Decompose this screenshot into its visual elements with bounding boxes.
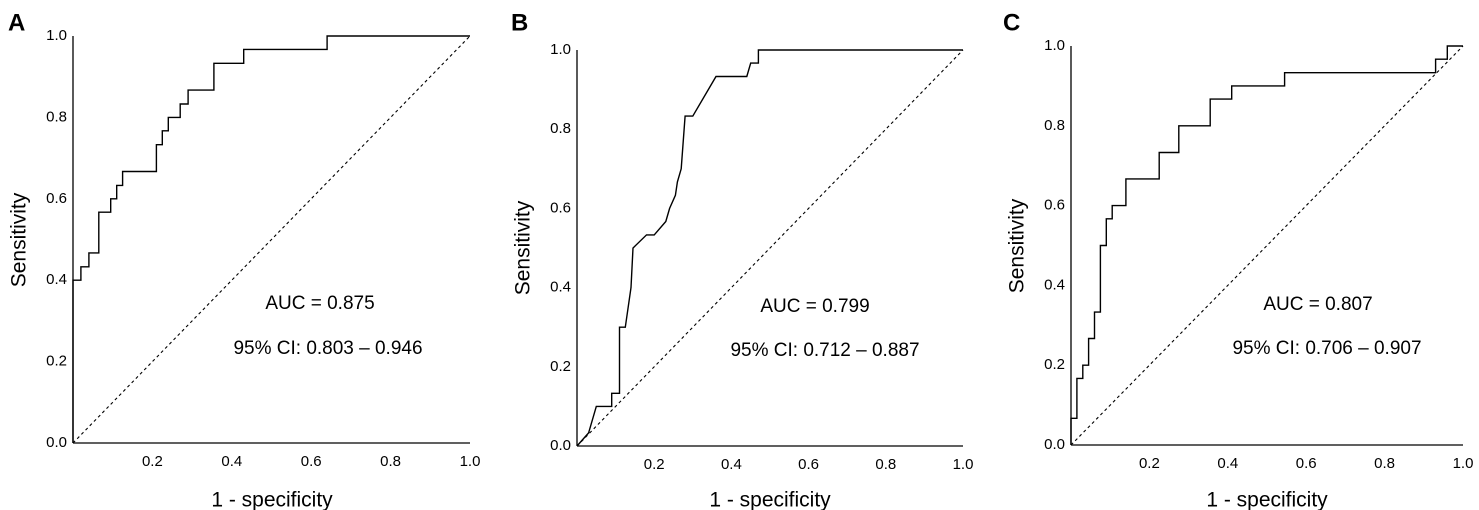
tick-labels: 0.0 0.2 0.4 0.6 0.8 1.0 0.2 0.4 0.6 0.8 1.0: [1044, 37, 1473, 472]
reference-diagonal-line: [1070, 45, 1464, 446]
series-group: [576, 49, 964, 447]
y-axis-label: Sensitivity: [512, 200, 535, 295]
x-tick-label: 0.8: [1374, 455, 1395, 472]
axes: [576, 50, 963, 447]
x-tick-label: 0.4: [721, 456, 742, 473]
x-tick-label: 0.2: [644, 456, 665, 473]
y-tick-label: 0.8: [550, 120, 571, 137]
x-tick-label: 0.6: [1296, 455, 1317, 472]
roc-panel-a: A 0.0 0.2 0.4 0.6 0.8 1.0 0.2 0.4 0.6 0.8 1.0 Sens…: [8, 9, 481, 510]
y-axis-label: Sensitivity: [1006, 198, 1029, 293]
y-axis-label: Sensitivity: [8, 192, 31, 287]
reference-diagonal-line: [72, 35, 471, 444]
y-tick-label: 1.0: [1044, 37, 1065, 54]
y-tick-label: 0.4: [1044, 276, 1065, 293]
x-tick-label: 0.8: [875, 456, 896, 473]
axes: [1070, 46, 1463, 446]
panel-letter: B: [511, 9, 528, 36]
x-axis-label: 1 - specificity: [1206, 489, 1328, 510]
y-tick-label: 0.6: [1044, 197, 1065, 214]
x-tick-label: 0.4: [1217, 455, 1238, 472]
auc-label: AUC = 0.875: [265, 293, 374, 314]
x-tick-label: 0.2: [142, 453, 163, 470]
ci-label: 95% CI: 0.803 – 0.946: [233, 338, 422, 359]
x-tick-label: 1.0: [953, 456, 974, 473]
tick-labels: 0.0 0.2 0.4 0.6 0.8 1.0 0.2 0.4 0.6 0.8 1.0: [46, 27, 480, 470]
reference-diagonal-line: [576, 49, 964, 447]
y-tick-label: 0.4: [550, 279, 571, 296]
series-group: [1070, 45, 1464, 446]
x-tick-label: 0.4: [221, 453, 242, 470]
y-tick-label: 0.0: [46, 434, 67, 451]
x-tick-label: 0.8: [380, 453, 401, 470]
auc-label: AUC = 0.799: [760, 296, 869, 317]
y-tick-label: 0.4: [46, 271, 67, 288]
x-tick-label: 0.6: [301, 453, 322, 470]
x-tick-label: 0.2: [1139, 455, 1160, 472]
series-group: [72, 35, 471, 444]
roc-panel-c: C 0.0 0.2 0.4 0.6 0.8 1.0 0.2 0.4 0.6 0.8 1.0 Sens…: [1003, 9, 1473, 510]
roc-curve-line: [1070, 45, 1463, 445]
y-tick-label: 0.2: [550, 358, 571, 375]
panel-letter: A: [8, 9, 25, 36]
x-axis-label: 1 - specificity: [211, 489, 333, 510]
auc-label: AUC = 0.807: [1263, 294, 1372, 315]
ci-label: 95% CI: 0.706 – 0.907: [1232, 338, 1421, 359]
x-tick-label: 1.0: [1453, 455, 1474, 472]
x-tick-label: 0.6: [798, 456, 819, 473]
y-tick-label: 1.0: [550, 41, 571, 58]
ci-label: 95% CI: 0.712 – 0.887: [730, 340, 919, 361]
y-tick-label: 0.6: [550, 199, 571, 216]
roc-curve-line: [72, 35, 470, 443]
y-tick-label: 0.8: [1044, 117, 1065, 134]
y-tick-label: 0.6: [46, 190, 67, 207]
y-tick-label: 0.0: [1044, 436, 1065, 453]
x-axis-label: 1 - specificity: [709, 489, 831, 510]
y-tick-label: 0.2: [1044, 356, 1065, 373]
roc-curve-line: [576, 49, 963, 447]
tick-labels: 0.0 0.2 0.4 0.6 0.8 1.0 0.2 0.4 0.6 0.8 1.0: [550, 41, 973, 473]
roc-panel-b: B 0.0 0.2 0.4 0.6 0.8 1.0 0.2 0.4 0.6 0.8 1.0 Sens…: [511, 9, 973, 510]
y-tick-label: 0.8: [46, 108, 67, 125]
panel-letter: C: [1003, 9, 1020, 36]
x-tick-label: 1.0: [460, 453, 481, 470]
y-tick-label: 0.2: [46, 353, 67, 370]
y-tick-label: 1.0: [46, 27, 67, 44]
y-tick-label: 0.0: [550, 437, 571, 454]
